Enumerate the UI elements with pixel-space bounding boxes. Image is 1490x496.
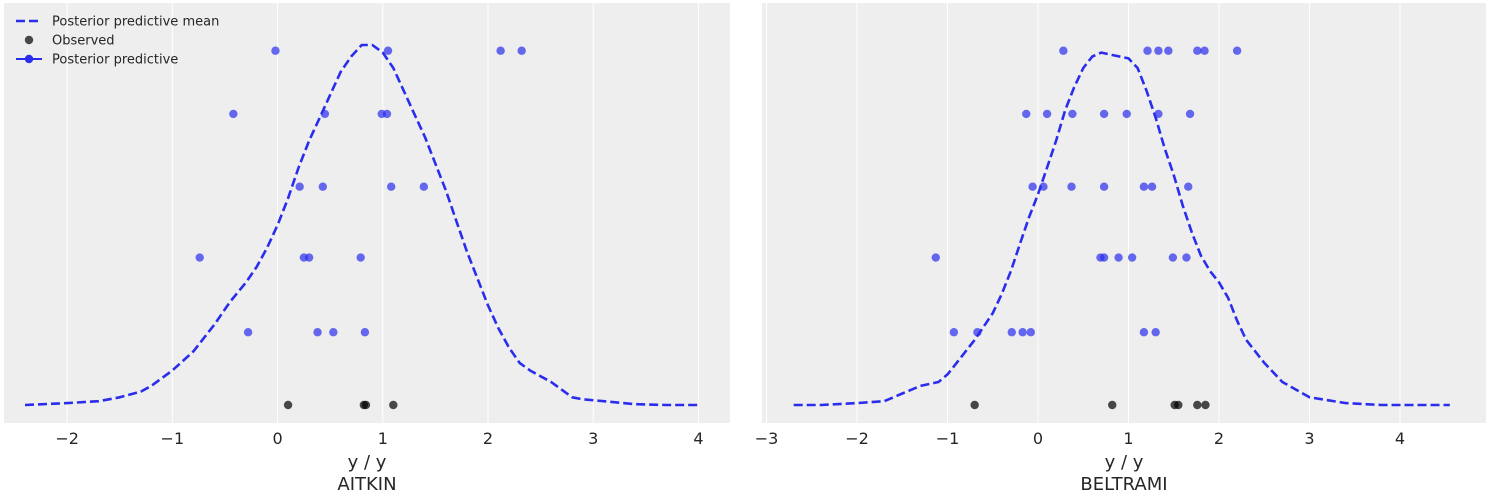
posterior-predictive-point	[313, 328, 322, 337]
posterior-predictive-point	[517, 46, 526, 55]
observed-point	[1193, 400, 1202, 410]
posterior-predictive-point	[1099, 253, 1109, 262]
x-tick-label: −3	[755, 429, 779, 448]
posterior-predictive-point	[1184, 182, 1193, 191]
x-tick-label: 2	[483, 429, 493, 448]
posterior-predictive-point	[1039, 182, 1048, 191]
x-axis-label: y / y	[348, 452, 387, 473]
posterior-predictive-point	[1042, 109, 1052, 119]
posterior-predictive-point	[931, 253, 940, 262]
posterior-predictive-point	[1182, 253, 1191, 262]
x-tick-label: −2	[55, 429, 79, 448]
x-tick-label: 4	[693, 429, 703, 448]
posterior-predictive-point	[1154, 109, 1163, 119]
legend-observed-swatch	[24, 35, 34, 45]
posterior-predictive-mean-line	[24, 43, 699, 407]
posterior-predictive-point	[318, 182, 328, 191]
posterior-predictive-point	[1164, 46, 1173, 55]
x-tick-label: 0	[1033, 429, 1043, 448]
posterior-predictive-point	[1122, 109, 1131, 119]
observed-point	[361, 400, 371, 410]
posterior-predictive-point	[271, 46, 280, 55]
legend-predictive-swatch	[24, 54, 34, 64]
posterior-predictive-point	[1007, 328, 1016, 337]
posterior-predictive-point	[1028, 182, 1037, 191]
x-tick-label: −2	[845, 429, 869, 448]
plot-area	[4, 3, 730, 423]
posterior-predictive-point	[1114, 253, 1123, 262]
posterior-predictive-point	[1193, 46, 1202, 55]
legend-label: Observed	[52, 34, 115, 49]
plot-area	[762, 3, 1486, 423]
x-tick-label: 2	[1214, 429, 1224, 448]
posterior-predictive-point	[1139, 182, 1149, 191]
observed-point	[283, 400, 293, 410]
posterior-predictive-point	[1099, 109, 1109, 119]
posterior-predictive-point	[1185, 109, 1195, 119]
posterior-predictive-point	[1026, 328, 1035, 337]
panel-title: AITKIN	[337, 474, 396, 495]
posterior-predictive-point	[1151, 328, 1160, 337]
x-tick-label: 1	[378, 429, 388, 448]
posterior-predictive-point	[1168, 253, 1178, 262]
x-tick-label: −1	[161, 429, 185, 448]
posterior-predictive-point	[1018, 328, 1027, 337]
posterior-predictive-point	[329, 328, 338, 337]
posterior-predictive-point	[1068, 109, 1077, 119]
posterior-predictive-point	[419, 182, 429, 191]
legend-label: Posterior predictive mean	[52, 15, 219, 30]
posterior-predictive-point	[195, 253, 204, 262]
posterior-predictive-point	[1154, 46, 1163, 55]
x-tick-label: 3	[1304, 429, 1314, 448]
posterior-predictive-point	[973, 328, 982, 337]
posterior-predictive-point	[387, 182, 396, 191]
posterior-predictive-point	[243, 328, 253, 337]
posterior-predictive-point	[1139, 328, 1149, 337]
observed-point	[970, 400, 979, 410]
posterior-predictive-point	[1099, 182, 1109, 191]
posterior-predictive-point	[1143, 46, 1152, 55]
legend: Posterior predictive mean Observed Posteri…	[16, 15, 219, 68]
x-tick-label: −1	[936, 429, 960, 448]
observed-point	[1201, 400, 1210, 410]
x-axis-label: y / y	[1105, 452, 1144, 473]
x-tick-label: 3	[588, 429, 598, 448]
posterior-predictive-point	[382, 109, 392, 119]
posterior-predictive-point	[1200, 46, 1209, 55]
observed-point	[389, 400, 398, 410]
posterior-predictive-point	[1022, 109, 1031, 119]
posterior-predictive-point	[383, 46, 393, 55]
posterior-predictive-point	[1059, 46, 1068, 55]
posterior-predictive-point	[1067, 182, 1076, 191]
posterior-predictive-point	[304, 253, 314, 262]
observed-point	[1108, 400, 1117, 410]
posterior-predictive-point	[360, 328, 370, 337]
posterior-predictive-point	[356, 253, 365, 262]
posterior-predictive-point	[1147, 182, 1157, 191]
posterior-predictive-point	[496, 46, 505, 55]
posterior-predictive-point	[295, 182, 304, 191]
x-tick-label: 0	[272, 429, 282, 448]
posterior-predictive-point	[320, 109, 330, 119]
posterior-predictive-point	[949, 328, 959, 337]
x-tick-label: 1	[1123, 429, 1133, 448]
x-tick-label: 4	[1395, 429, 1405, 448]
posterior-predictive-point	[229, 109, 238, 119]
posterior-predictive-point	[1127, 253, 1137, 262]
posterior-predictive-point	[1232, 46, 1242, 55]
panel-title: BELTRAMI	[1080, 474, 1167, 495]
observed-point	[1174, 400, 1183, 410]
posterior-predictive-mean-line	[793, 51, 1450, 407]
legend-label: Posterior predictive	[52, 53, 178, 68]
